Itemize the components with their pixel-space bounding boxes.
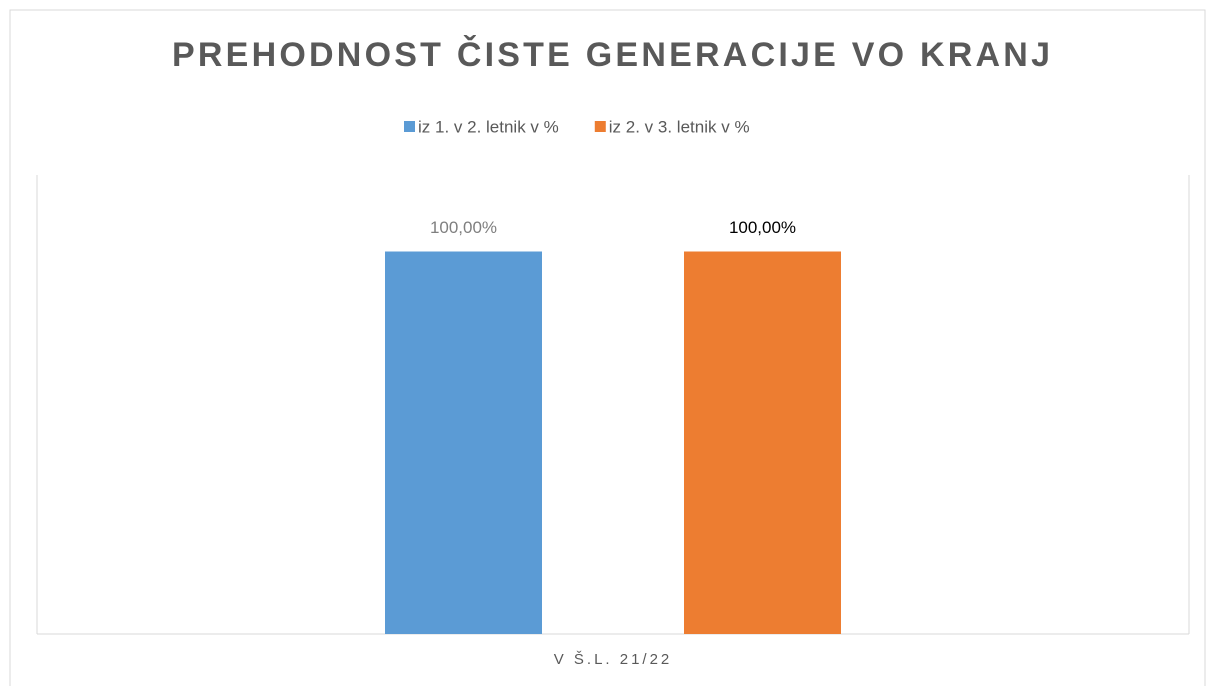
legend-swatch bbox=[404, 121, 415, 132]
value-label: 100,00% bbox=[430, 218, 497, 237]
value-label: 100,00% bbox=[729, 218, 796, 237]
bar bbox=[684, 251, 841, 634]
chart-frame bbox=[9, 9, 1206, 686]
legend-swatch bbox=[594, 121, 606, 132]
bar bbox=[385, 251, 542, 634]
x-tick-label: V Š.L. 21/22 bbox=[554, 651, 673, 668]
chart-title: PREHODNOST ČISTE GENERACIJE VO KRANJ bbox=[172, 35, 1050, 74]
legend-label: iz 2. v 3. letnik v % bbox=[609, 117, 750, 136]
legend-label: iz 1. v 2. letnik v % bbox=[418, 117, 559, 136]
